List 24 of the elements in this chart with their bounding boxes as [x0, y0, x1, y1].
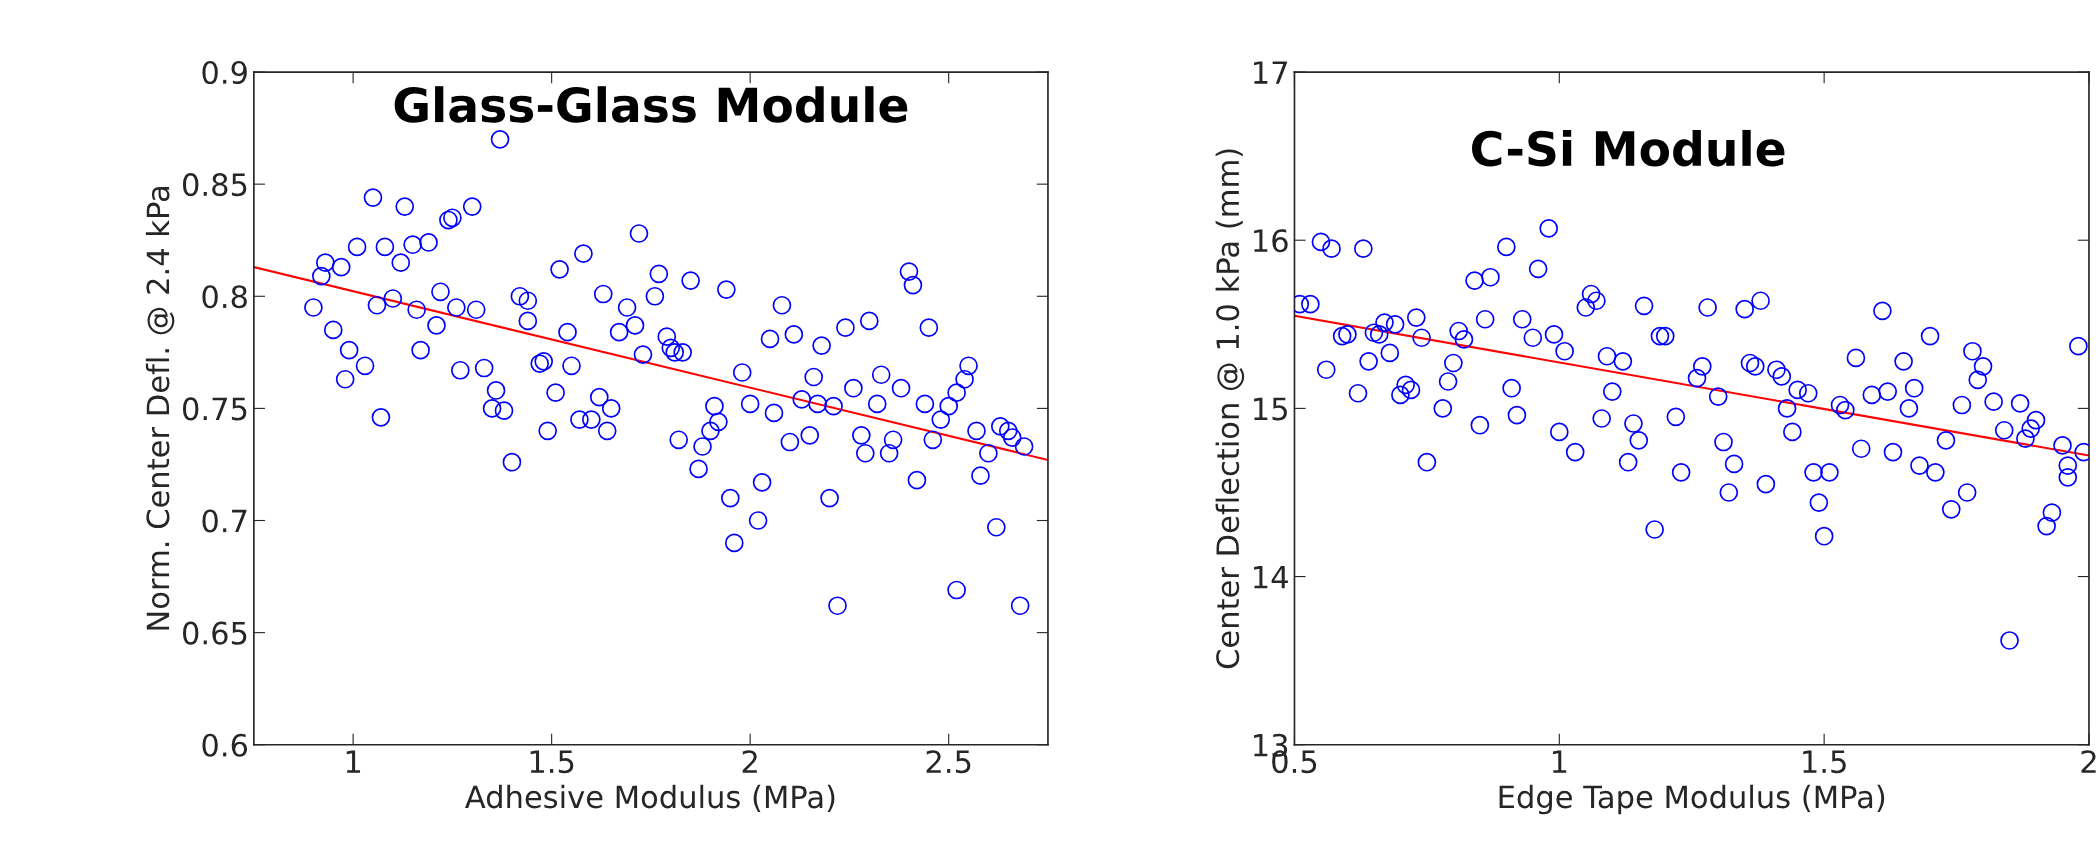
y-tick-label: 16 — [1254, 229, 1288, 253]
x-axis-title: Edge Tape Modulus (MPa) — [1499, 784, 1885, 815]
x-tick-label: 1 — [1552, 750, 1567, 773]
x-tick-label: 2 — [2081, 750, 2096, 773]
y-tick-label: 15 — [1254, 397, 1287, 421]
y-tick-label: 0.65 — [182, 621, 247, 645]
y-tick-label: 14 — [1254, 565, 1288, 589]
x-tick-label: 1.5 — [1803, 750, 1846, 774]
y-axis-title: Center Deflection @ 1.0 kPa (mm) — [1215, 149, 1245, 669]
y-tick-label: 0.6 — [202, 733, 248, 757]
chart-title: Glass-Glass Module — [394, 86, 908, 123]
y-axis-title: Norm. Center Defl. @ 2.4 kPa — [145, 186, 175, 630]
x-tick-label: 2 — [742, 750, 757, 773]
y-tick-label: 0.9 — [202, 60, 247, 85]
text: C-Si Module — [1472, 129, 1785, 167]
x-tick-label: 2.5 — [926, 750, 971, 774]
y-tick-label: 0.7 — [202, 509, 247, 533]
x-tick-label: 1 — [346, 750, 361, 773]
y-tick-label: 0.75 — [182, 397, 247, 421]
y-tick-label: 17 — [1254, 61, 1287, 84]
x-tick-label: 1.5 — [530, 750, 574, 774]
x-axis-title: Adhesive Modulus (MPa) — [465, 784, 835, 812]
y-tick-label: 0.85 — [182, 173, 247, 197]
y-tick-label: 0.8 — [202, 285, 247, 309]
